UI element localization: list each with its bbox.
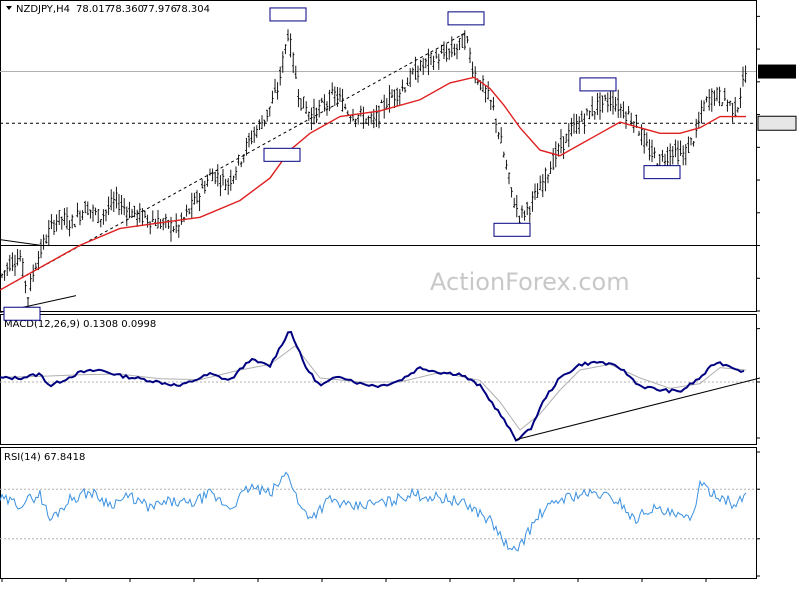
rsi-title: RSI(14) 67.8418 bbox=[4, 452, 85, 463]
price-annotation-box bbox=[643, 165, 681, 180]
price-annotation-box bbox=[269, 7, 307, 22]
price-panel-frame bbox=[0, 0, 757, 312]
rsi-line bbox=[0, 471, 747, 552]
chevron-down-icon bbox=[6, 6, 12, 10]
price-annotation-box bbox=[3, 306, 41, 321]
x-axis bbox=[1, 578, 707, 582]
watermark: ActionForex.com bbox=[430, 268, 630, 296]
ohlc-high: 78.360 bbox=[109, 4, 144, 15]
trend-channel-line bbox=[0, 32, 467, 291]
ohlc-open: 78.017 bbox=[76, 4, 111, 15]
trend-channel-line bbox=[0, 239, 41, 246]
macd-plot bbox=[0, 328, 761, 442]
macd-panel-frame bbox=[0, 314, 757, 445]
rsi-panel-frame bbox=[0, 447, 757, 579]
ohlc-close: 78.304 bbox=[175, 4, 210, 15]
price-annotation-box bbox=[493, 222, 531, 237]
current-price-box bbox=[758, 64, 796, 79]
price-plot bbox=[0, 7, 797, 321]
symbol-header: NZDJPY,H4 78.017 78.360 77.976 78.304 bbox=[6, 4, 210, 15]
macd-trend-line bbox=[515, 377, 761, 441]
ohlc-low: 77.976 bbox=[142, 4, 177, 15]
moving-average-line bbox=[0, 76, 746, 291]
support-level-box bbox=[757, 115, 797, 131]
rsi-plot bbox=[0, 451, 760, 577]
price-annotation-box bbox=[263, 147, 301, 162]
macd-signal-line bbox=[0, 345, 747, 431]
price-annotation-box bbox=[447, 11, 485, 26]
macd-main-line bbox=[0, 330, 745, 442]
chart-title: NZDJPY,H4 bbox=[16, 4, 70, 15]
macd-title: MACD(12,26,9) 0.1308 0.0998 bbox=[4, 319, 156, 330]
price-annotation-box bbox=[579, 77, 617, 92]
